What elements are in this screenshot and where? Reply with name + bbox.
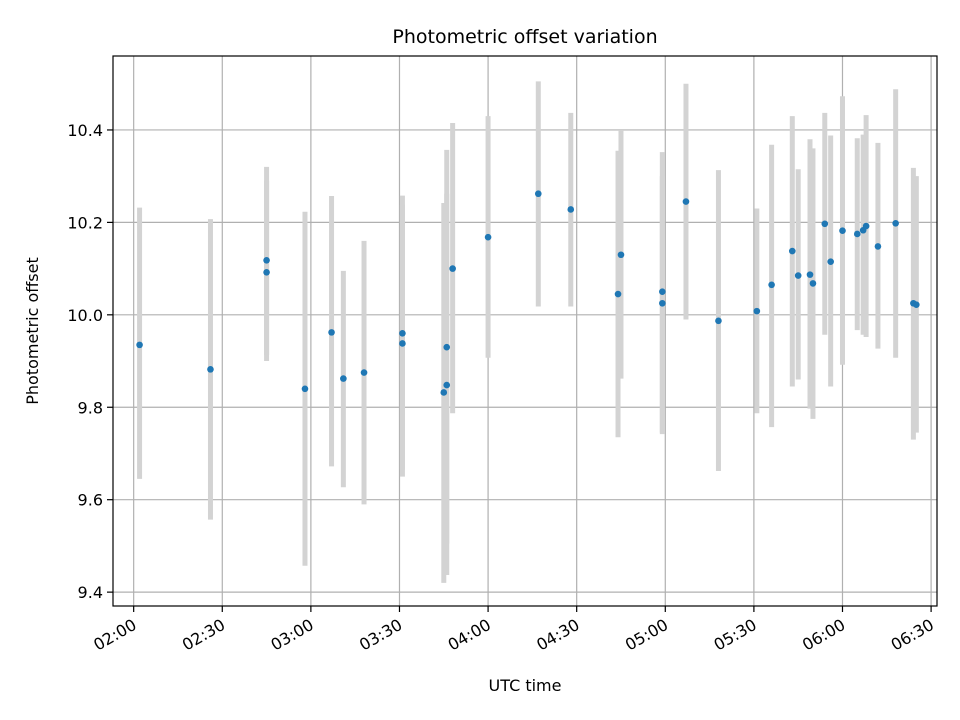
data-point	[440, 389, 448, 396]
y-tick-label: 9.6	[78, 491, 103, 510]
data-point	[567, 206, 575, 213]
data-point	[614, 290, 622, 298]
data-point	[360, 369, 368, 376]
data-point	[788, 247, 796, 255]
data-point	[340, 375, 347, 382]
data-point	[534, 190, 542, 198]
y-axis-title: Photometric offset	[23, 257, 42, 405]
data-point	[853, 230, 861, 238]
data-point	[913, 301, 920, 308]
data-point	[892, 220, 899, 227]
data-point	[874, 243, 882, 250]
data-point	[207, 366, 214, 373]
data-point	[301, 385, 309, 393]
data-point	[862, 222, 870, 230]
y-tick-label: 9.4	[78, 583, 103, 602]
y-tick-label: 10.2	[67, 213, 103, 232]
data-point	[682, 198, 690, 205]
data-point	[399, 330, 406, 337]
x-axis-title: UTC time	[489, 676, 562, 695]
data-point	[136, 341, 143, 349]
data-point	[399, 340, 406, 347]
data-point	[794, 272, 802, 279]
y-tick-label: 10.4	[67, 121, 103, 140]
data-point	[617, 251, 625, 259]
data-point	[753, 307, 761, 315]
data-point	[484, 233, 492, 241]
data-point	[443, 381, 451, 389]
data-point	[449, 265, 456, 272]
y-tick-label: 9.8	[78, 398, 103, 417]
data-point	[263, 256, 270, 264]
y-tick-label: 10.0	[67, 306, 103, 325]
data-point	[263, 269, 270, 276]
data-point	[821, 220, 829, 228]
data-point	[443, 343, 451, 351]
data-points	[136, 190, 920, 396]
data-point	[806, 271, 814, 278]
data-point	[715, 317, 722, 325]
chart-title: Photometric offset variation	[392, 26, 657, 48]
plot-frame	[112, 55, 938, 607]
data-point	[659, 288, 666, 296]
data-point	[659, 299, 666, 307]
data-point	[809, 280, 817, 287]
data-point	[839, 227, 846, 235]
data-point	[328, 329, 335, 336]
data-point	[768, 281, 775, 289]
data-point	[827, 258, 834, 265]
y-axis-ticks: 9.4 9.6 9.8 10.0 10.2 10.4	[67, 121, 113, 602]
